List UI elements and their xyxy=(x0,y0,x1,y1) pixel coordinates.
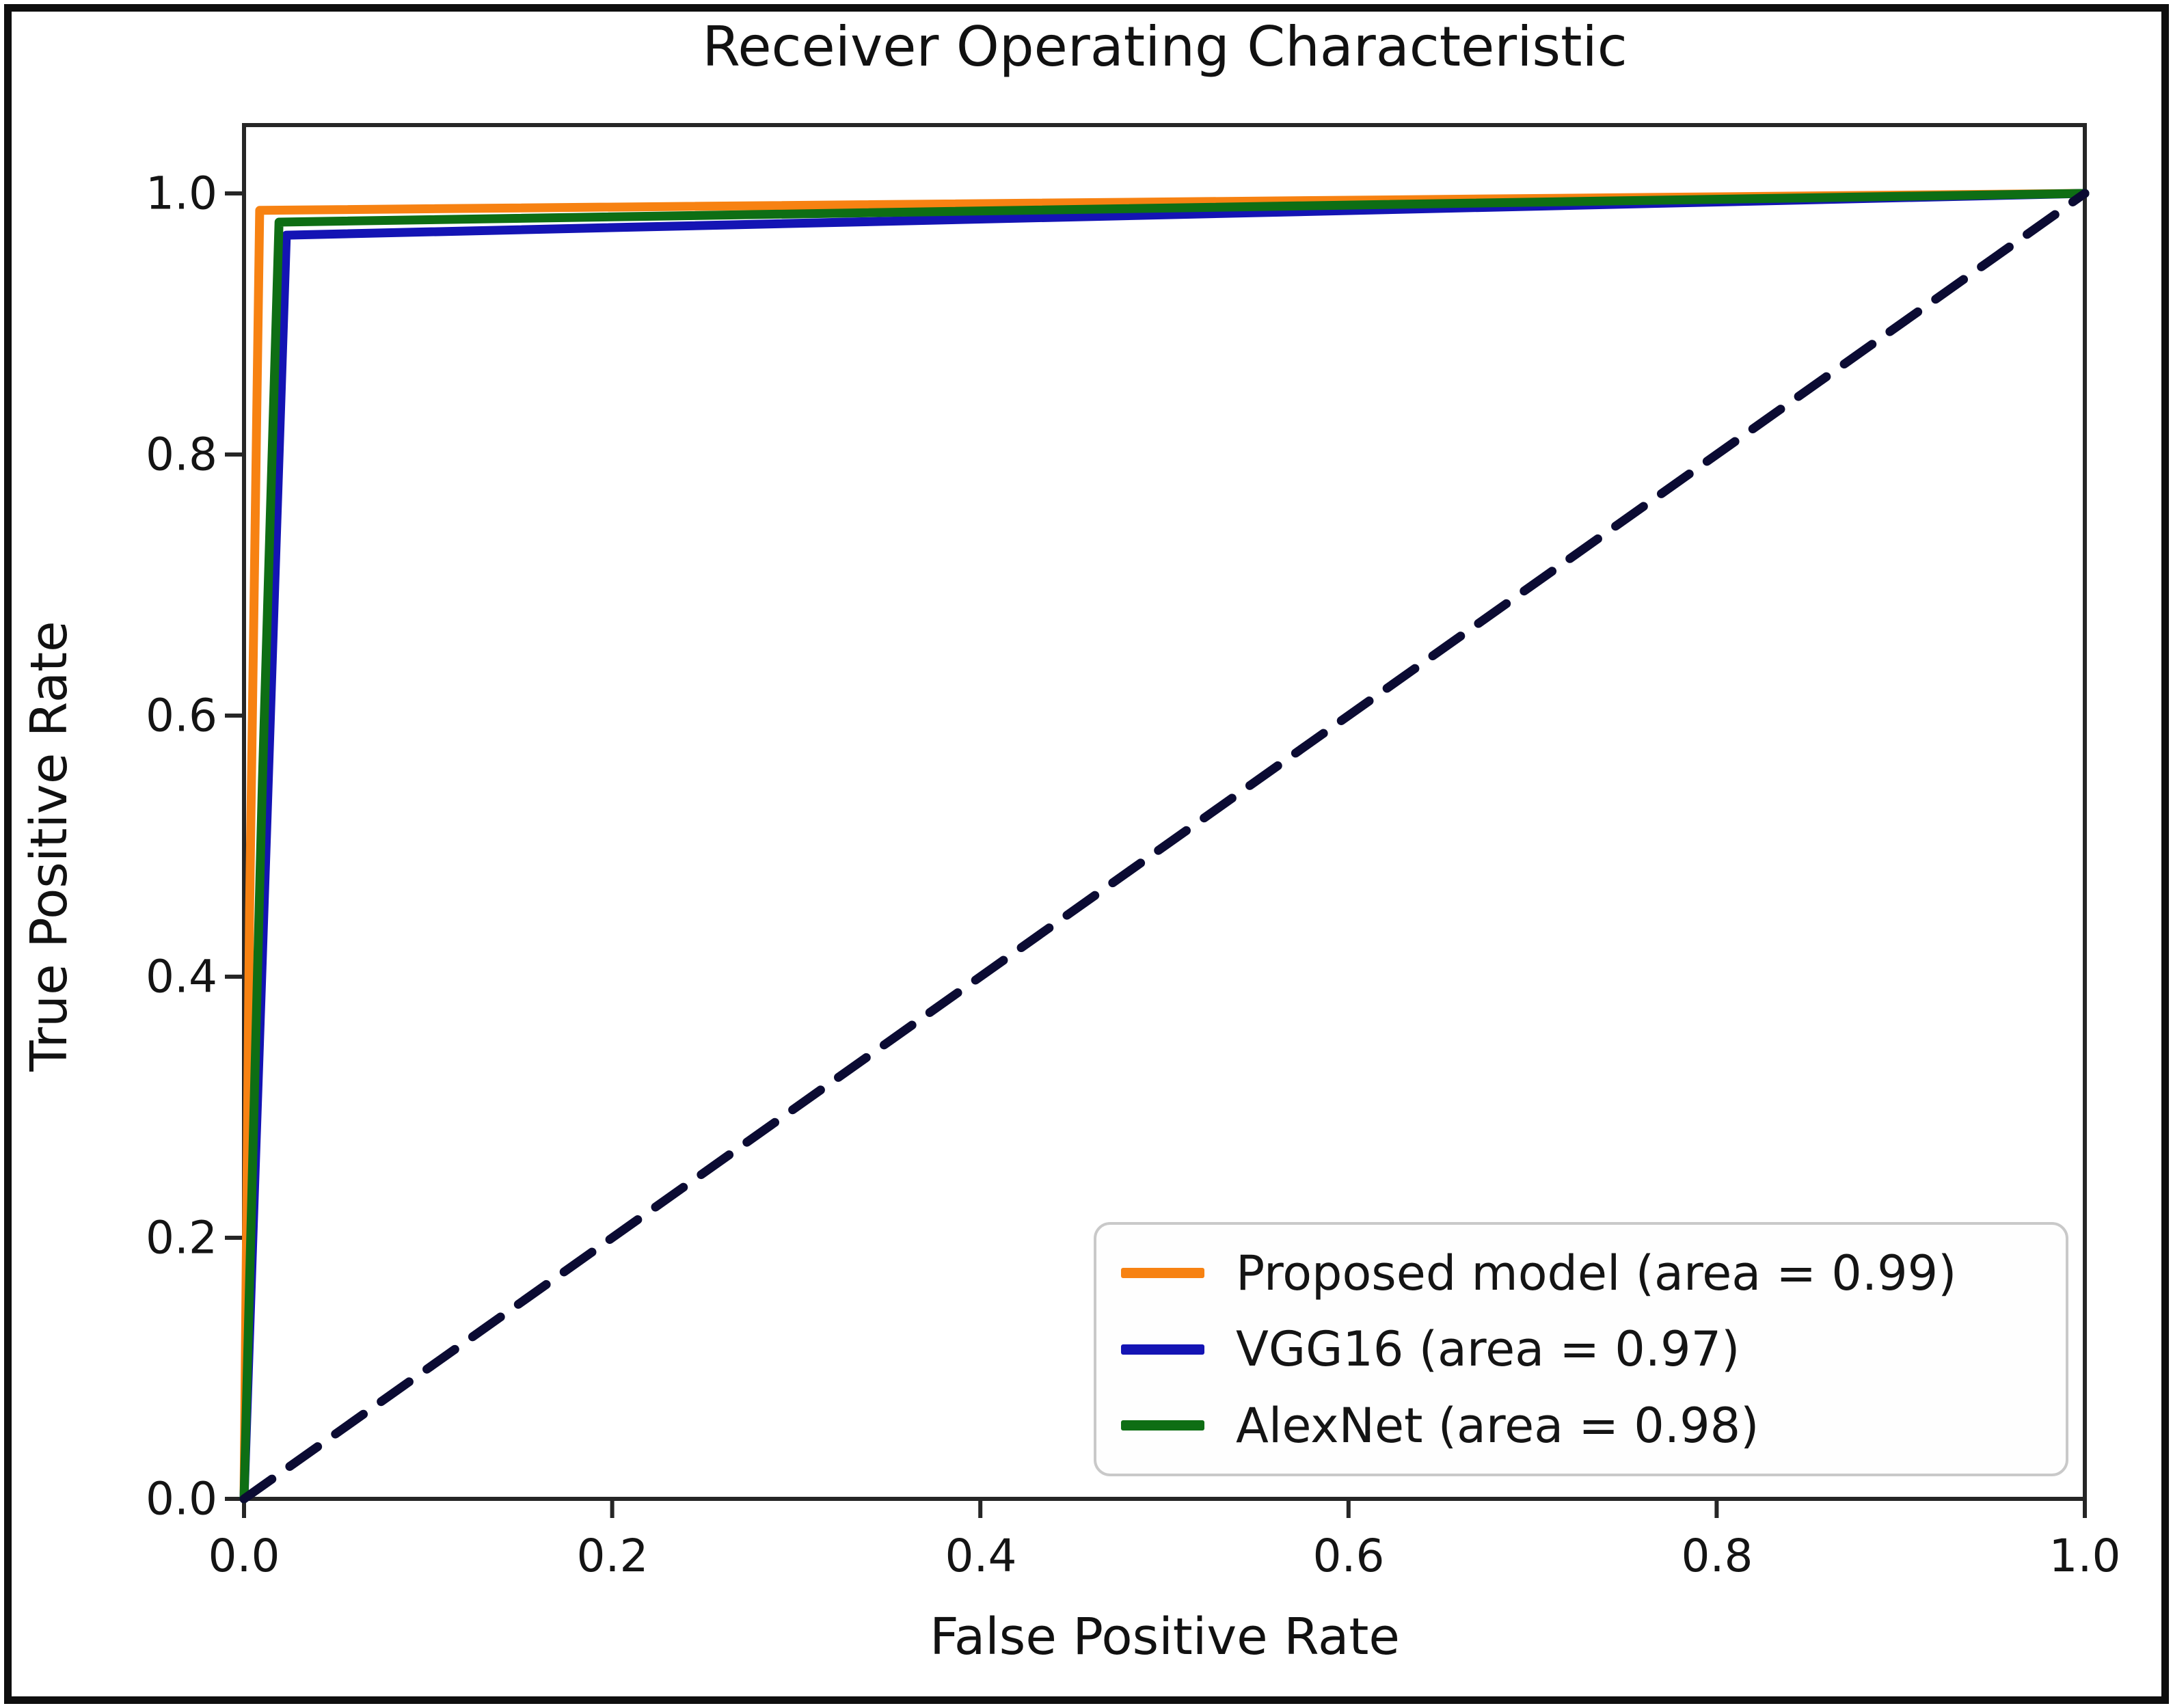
x-axis-label: False Positive Rate xyxy=(930,1608,1400,1666)
legend-item-label: Proposed model (area = 0.99) xyxy=(1236,1245,1957,1301)
roc-curve-alexnet xyxy=(239,189,2090,1504)
x-tick-label: 0.2 xyxy=(576,1530,649,1582)
x-tick-label: 1.0 xyxy=(2049,1530,2121,1582)
legend-item: Proposed model (area = 0.99) xyxy=(1096,1245,2066,1301)
roc-curve-chance-diagonal xyxy=(239,189,2090,1504)
x-tick-label: 0.6 xyxy=(1312,1530,1385,1582)
y-tick-label: 0.0 xyxy=(146,1472,217,1526)
x-tick-label: 0.8 xyxy=(1681,1530,1753,1582)
legend-line-swatch-alexnet xyxy=(1121,1420,1204,1431)
legend-line-swatch-vgg16 xyxy=(1121,1344,1204,1355)
roc-curve-proposed-model xyxy=(239,189,2090,1504)
y-tick-label: 0.6 xyxy=(146,689,217,742)
legend: Proposed model (area = 0.99) VGG16 (area… xyxy=(1094,1222,2068,1476)
legend-item-label: AlexNet (area = 0.98) xyxy=(1236,1397,1759,1454)
chart-title: Receiver Operating Characteristic xyxy=(702,15,1628,79)
y-tick-label: 0.4 xyxy=(146,950,217,1003)
x-tick-label: 0.0 xyxy=(208,1530,280,1582)
legend-item: VGG16 (area = 0.97) xyxy=(1096,1321,2066,1377)
legend-item: AlexNet (area = 0.98) xyxy=(1096,1398,2066,1454)
y-tick-label: 0.8 xyxy=(146,428,217,481)
axes-frame xyxy=(242,123,2087,1501)
legend-item-label: VGG16 (area = 0.97) xyxy=(1236,1321,1740,1377)
x-tick-label: 0.4 xyxy=(945,1530,1017,1582)
y-tick-label: 0.2 xyxy=(146,1211,217,1264)
y-tick-label: 1.0 xyxy=(146,167,217,220)
legend-line-swatch-proposed-model xyxy=(1121,1268,1204,1278)
y-axis-label: True Positive Rate xyxy=(20,621,79,1072)
